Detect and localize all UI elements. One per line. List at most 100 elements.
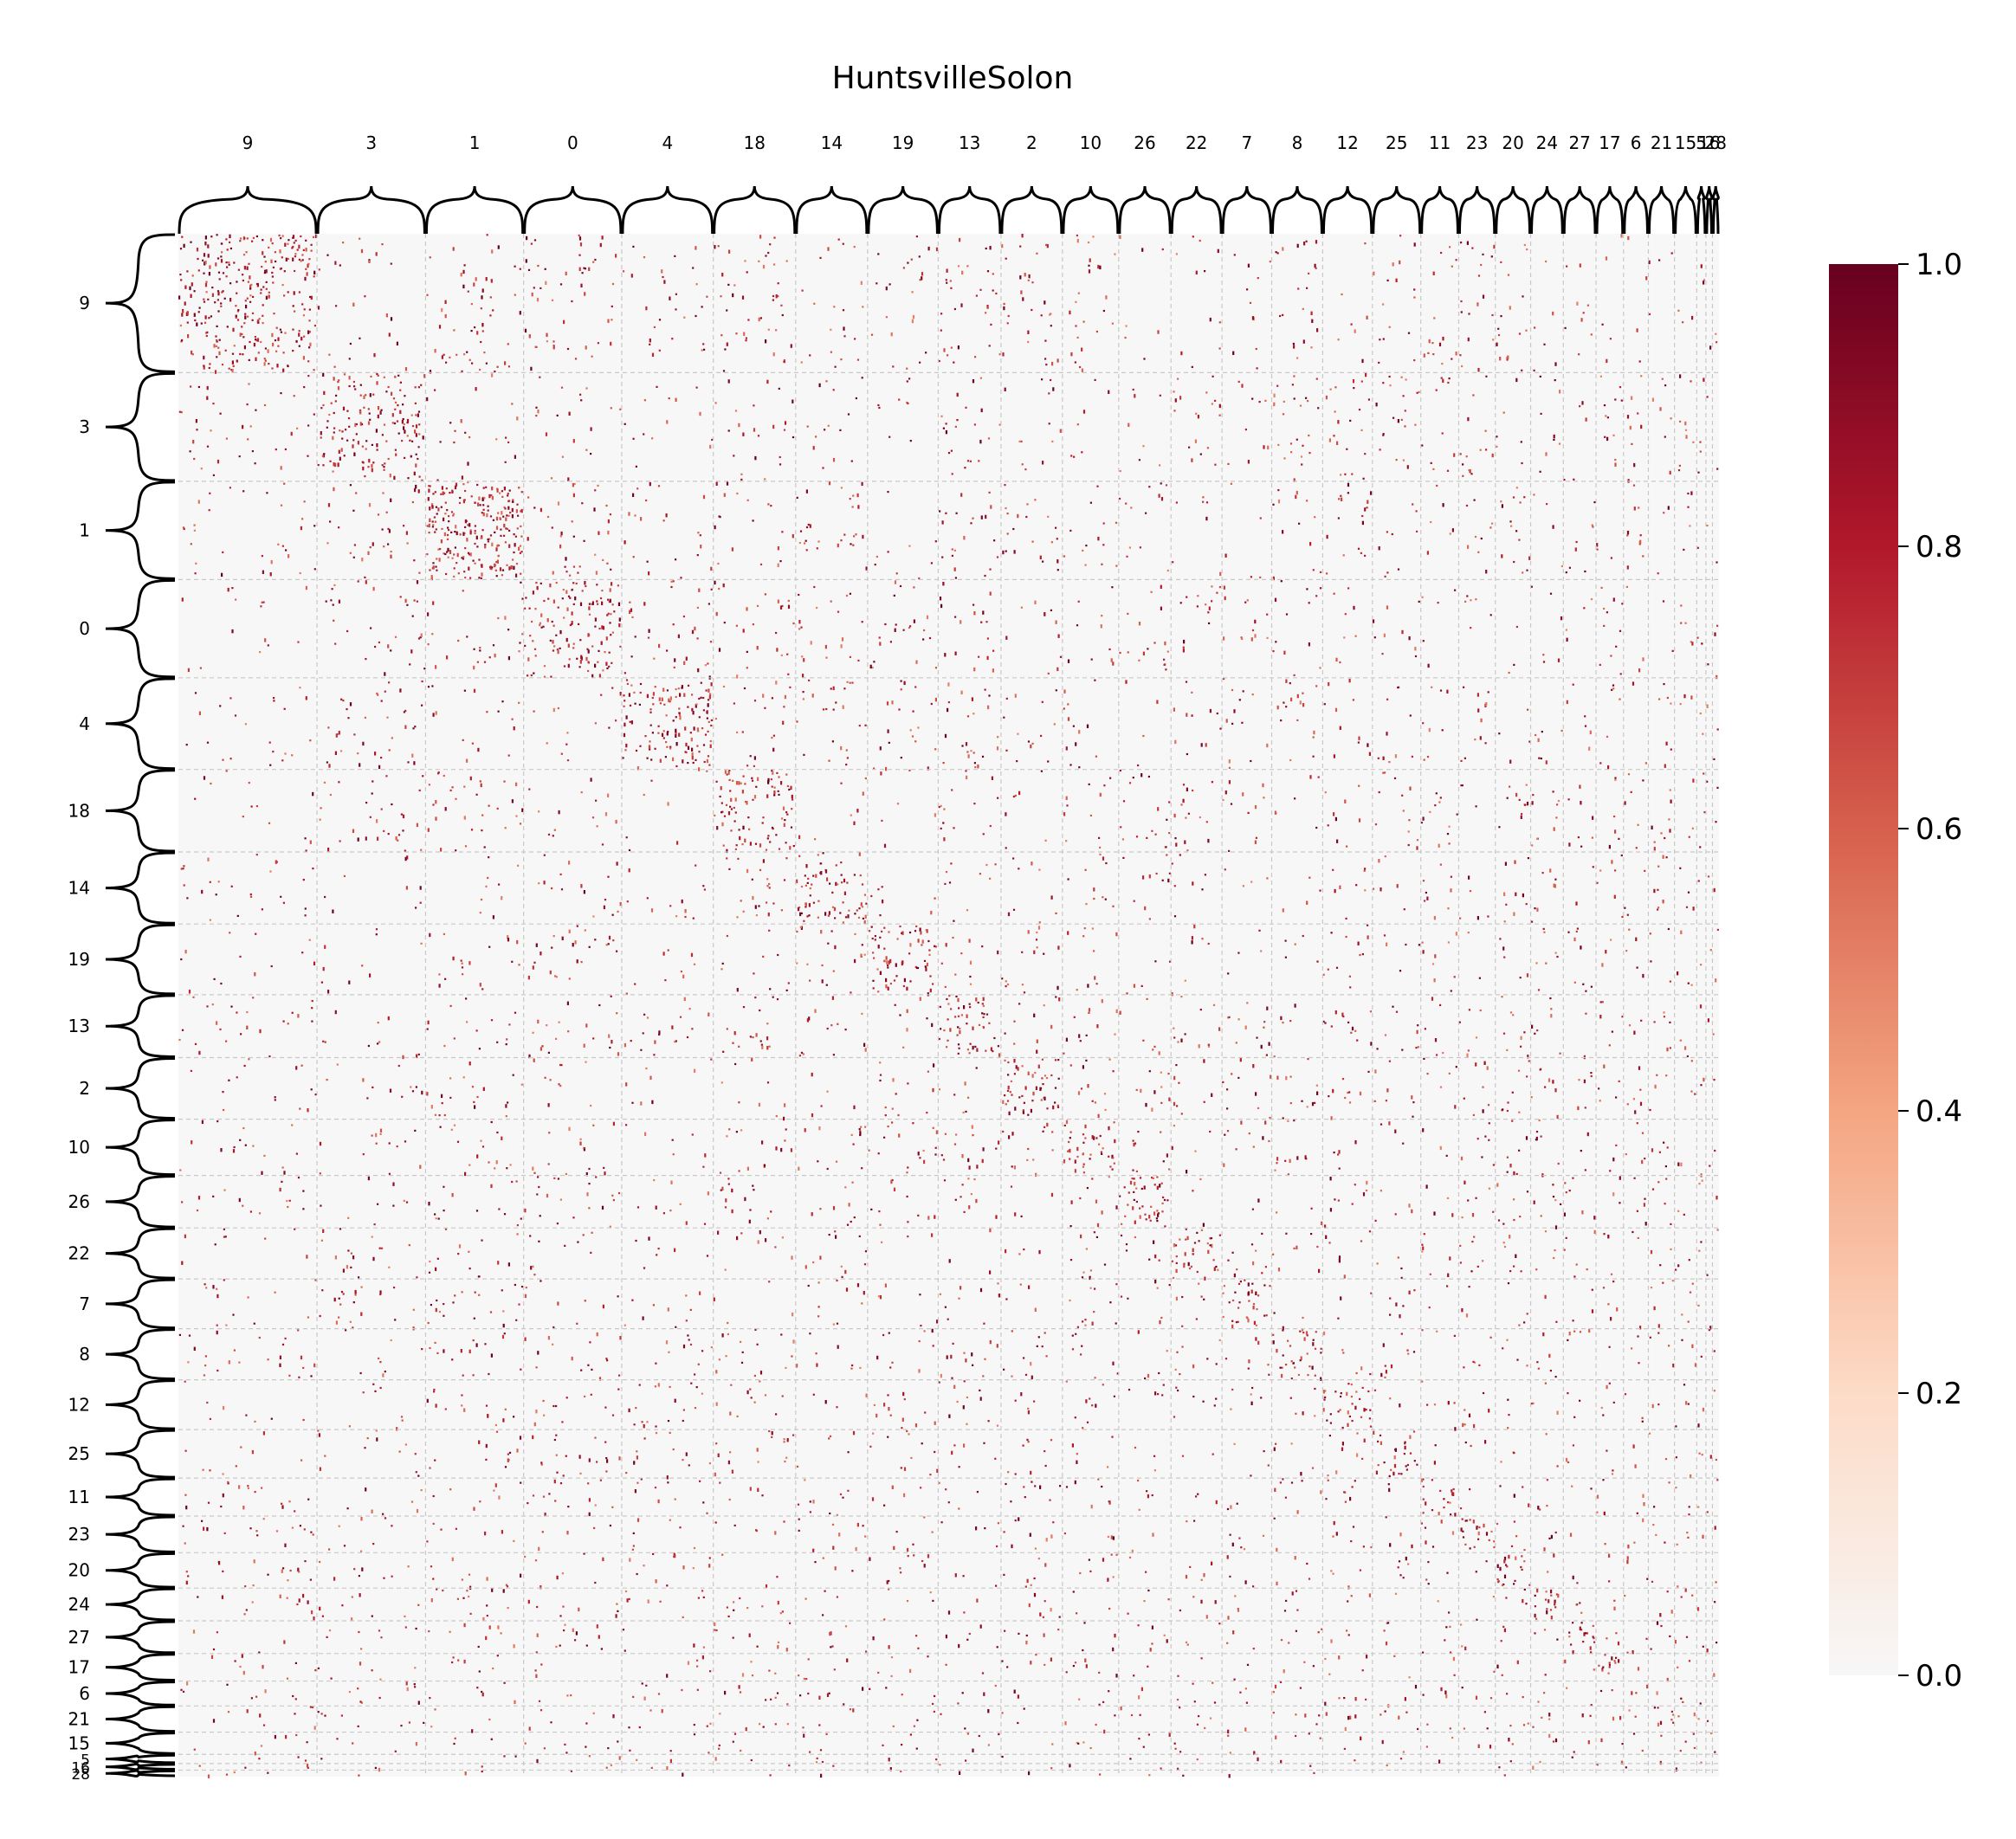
cell-14-26	[1167, 878, 1170, 883]
cell-0-13	[973, 667, 976, 672]
cell-9-0	[611, 305, 613, 307]
cell-3-4	[643, 399, 646, 402]
cell-0-9	[261, 601, 263, 603]
cell-4-3	[374, 752, 377, 756]
cell-14-23	[1476, 916, 1479, 920]
cell-19-19	[921, 939, 924, 944]
cell-0-4	[629, 610, 631, 614]
cell-13-0	[558, 1021, 560, 1023]
cell-19-12	[1367, 924, 1369, 926]
cell-9-22	[1191, 365, 1193, 368]
cell-0-15	[1690, 641, 1692, 643]
cell-9-9	[292, 257, 294, 261]
cell-1-1	[435, 565, 437, 568]
cell-10-10	[1112, 1157, 1115, 1159]
cell-18-25	[1401, 794, 1404, 797]
cell-9-9	[216, 339, 218, 342]
cell-0-0	[534, 608, 537, 610]
cell-2-3	[336, 1063, 339, 1066]
cell-2-3	[362, 1078, 365, 1082]
cell-0-26	[1127, 651, 1129, 654]
cell-1-8	[1272, 503, 1275, 506]
cell-9-4	[695, 283, 698, 286]
cell-4-4	[681, 685, 683, 689]
cell-13-24	[1534, 1032, 1536, 1035]
cell-14-12	[1363, 869, 1366, 872]
cell-9-9	[197, 257, 199, 261]
cell-0-25	[1401, 629, 1404, 635]
cell-4-14	[811, 694, 814, 698]
cell-3-7	[1241, 384, 1244, 388]
cell-18-22	[1211, 781, 1213, 784]
cell-18-14	[798, 835, 801, 839]
cell-4-13	[984, 688, 986, 691]
cell-1-0	[527, 496, 530, 499]
cell-18-10	[1098, 836, 1101, 839]
cell-4-4	[691, 752, 694, 757]
cell-3-3	[394, 375, 397, 378]
cell-9-9	[224, 349, 227, 352]
cell-14-14	[812, 901, 815, 904]
cell-13-13	[947, 1018, 949, 1021]
cell-0-19	[928, 636, 932, 640]
cell-13-7	[1256, 1036, 1258, 1039]
cell-18-25	[1407, 830, 1410, 833]
cell-9-9	[216, 340, 218, 343]
cell-9-8	[1310, 346, 1313, 349]
cell-3-18	[740, 478, 743, 481]
cell-19-3	[324, 945, 326, 949]
cell-19-19	[871, 937, 874, 940]
cell-1-16	[1706, 524, 1709, 527]
cell-26-18	[744, 1197, 746, 1202]
cell-2-19	[907, 1082, 909, 1085]
cell-18-0	[553, 829, 556, 831]
cell-13-20	[1501, 996, 1503, 998]
cell-19-13	[969, 983, 972, 985]
cell-13-4	[654, 1040, 656, 1044]
cell-4-4	[672, 757, 675, 762]
cell-9-0	[528, 334, 531, 339]
cell-0-0	[567, 643, 570, 648]
cell-9-10	[1114, 253, 1116, 255]
cell-19-3	[320, 981, 323, 984]
cell-19-10	[1095, 983, 1098, 985]
cell-1-1	[472, 559, 475, 562]
cell-18-27	[1580, 801, 1582, 805]
cell-4-4	[669, 700, 671, 703]
cell-9-9	[313, 275, 315, 278]
cell-0-20	[1515, 625, 1518, 629]
cell-4-9	[291, 754, 294, 757]
cell-3-3	[414, 429, 417, 434]
cell-1-1	[507, 507, 510, 510]
cell-18-13	[942, 822, 945, 824]
cell-0-7	[1251, 629, 1255, 632]
cell-3-17	[1603, 404, 1606, 407]
cell-1-11	[1436, 484, 1438, 487]
cell-19-14	[806, 963, 809, 965]
cell-2-2	[1023, 1101, 1025, 1104]
cell-3-12	[1336, 441, 1339, 445]
cell-0-28	[1716, 624, 1719, 627]
cell-4-23	[1485, 702, 1488, 707]
cell-26-18	[727, 1178, 730, 1180]
cell-19-9	[239, 955, 242, 958]
cell-3-9	[192, 440, 195, 444]
cell-4-8	[1276, 705, 1279, 710]
cell-9-2	[1050, 313, 1052, 315]
cell-4-14	[831, 740, 834, 743]
cell-18-9	[225, 770, 228, 772]
cell-13-1	[449, 1004, 452, 1007]
cell-9-2	[1051, 361, 1054, 366]
cell-4-4	[706, 717, 708, 719]
cell-4-13	[947, 707, 949, 713]
cell-19-4	[682, 974, 685, 979]
cell-4-2	[1040, 734, 1043, 737]
cell-19-4	[693, 963, 696, 965]
cell-3-8	[1299, 404, 1302, 407]
cell-2-8	[1306, 1106, 1308, 1108]
cell-18-1	[440, 848, 443, 852]
cell-4-13	[961, 745, 964, 747]
cell-9-25	[1395, 278, 1398, 282]
cell-2-11	[1426, 1073, 1429, 1075]
cell-10-23	[1492, 1164, 1495, 1166]
